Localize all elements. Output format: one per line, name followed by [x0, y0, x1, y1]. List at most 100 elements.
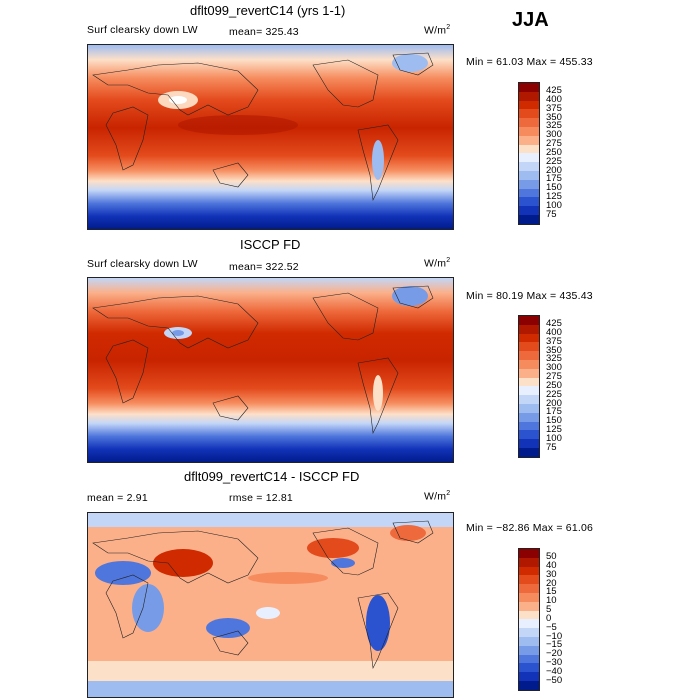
- panel-1-units: W/m2: [424, 24, 451, 37]
- panel-2-colorbar-label: 75: [546, 442, 557, 453]
- panel-2-colorbar-swatch: [519, 386, 539, 396]
- panel-1-colorbar-swatch: [519, 126, 539, 136]
- panel-1-coastlines: [92, 52, 434, 202]
- panel-3-rmse: rmse = 12.81: [229, 492, 293, 504]
- panel-1-colorbar-label: 375: [546, 103, 562, 114]
- panel-2-colorbar-swatch: [519, 333, 539, 343]
- panel-3-colorbar-swatch: [519, 645, 539, 655]
- panel-1-colorbar-label: 100: [546, 200, 562, 211]
- panel-1-colorbar-label: 75: [546, 209, 557, 220]
- panel-3-colorbar-swatch: [519, 636, 539, 646]
- panel-2-colorbar-swatch: [519, 395, 539, 404]
- panel-1-colorbar-swatch: [519, 91, 539, 101]
- panel-3-colorbar-label: −50: [546, 675, 563, 686]
- panel-1-colorbar-swatch: [519, 109, 539, 119]
- panel-3-colorbar-label: −40: [546, 666, 563, 677]
- panel-1-colorbar-swatch: [519, 188, 539, 198]
- panel-3-colorbar-swatch: [519, 549, 539, 558]
- panel-1-colorbar-label: 200: [546, 165, 562, 176]
- panel-3-colorbar-swatch: [519, 575, 539, 585]
- panel-2-colorbar-swatch: [519, 316, 539, 325]
- panel-3-colorbar-label: 15: [546, 586, 557, 597]
- panel-3-map: [87, 512, 454, 698]
- season-label: JJA: [512, 9, 549, 31]
- panel-2-map: [87, 277, 454, 463]
- panel-3-colorbar-label: −5: [546, 622, 557, 633]
- panel-3-colorbar-label: 0: [546, 613, 552, 624]
- panel-3-colorbar-swatch: [519, 610, 539, 620]
- panel-3-mean: mean = 2.91: [87, 492, 148, 504]
- panel-1-title: dflt099_revertC14 (yrs 1-1): [190, 3, 346, 18]
- panel-2-colorbar-swatch: [519, 447, 539, 457]
- panel-1-colorbar-label: 125: [546, 191, 562, 202]
- panel-1-colorbar-swatch: [519, 162, 539, 171]
- panel-1-colorbar-label: 250: [546, 147, 562, 158]
- panel-1-colorbar-label: 300: [546, 129, 562, 140]
- panel-1-variable-label: Surf clearsky down LW: [87, 24, 198, 36]
- panel-3-colorbar-label: 10: [546, 595, 557, 606]
- panel-1-map: [87, 44, 454, 230]
- panel-1-colorbar-label: 150: [546, 182, 562, 193]
- panel-2-colorbar-label: 425: [546, 318, 562, 329]
- panel-3-colorbar-swatch: [519, 672, 539, 681]
- panel-2-colorbar-label: 225: [546, 389, 562, 400]
- panel-1-colorbar-swatch: [519, 153, 539, 163]
- panel-2-colorbar-swatch: [519, 324, 539, 334]
- panel-2-colorbar-label: 250: [546, 380, 562, 391]
- panel-3-colorbar-label: 5: [546, 604, 552, 615]
- panel-2-colorbar-swatch: [519, 430, 539, 440]
- panel-1-colorbar-swatch: [519, 197, 539, 207]
- panel-2-colorbar-swatch: [519, 439, 539, 448]
- panel-1-colorbar-swatch: [519, 214, 539, 224]
- panel-3-colorbar-swatch: [519, 663, 539, 673]
- panel-3-coastlines: [92, 520, 434, 670]
- panel-2-colorbar-swatch: [519, 377, 539, 387]
- panel-2-coastlines: [92, 285, 434, 435]
- panel-2-variable-label: Surf clearsky down LW: [87, 258, 198, 270]
- panel-3-colorbar-label: −20: [546, 648, 563, 659]
- panel-2-mean: mean= 322.52: [229, 261, 299, 273]
- panel-3-colorbar-swatch: [519, 592, 539, 602]
- panel-1-colorbar-label: 400: [546, 94, 562, 105]
- panel-1-colorbar-label: 425: [546, 85, 562, 96]
- panel-2-colorbar-label: 300: [546, 362, 562, 373]
- panel-3-colorbar-swatch: [519, 584, 539, 593]
- panel-1-colorbar-swatch: [519, 100, 539, 110]
- panel-3-colorbar-label: 30: [546, 569, 557, 580]
- panel-2-colorbar-label: 375: [546, 336, 562, 347]
- panel-2-colorbar-swatch: [519, 342, 539, 352]
- panel-3-colorbar-label: −15: [546, 639, 563, 650]
- panel-2-min-max: Min = 80.19 Max = 435.43: [466, 290, 593, 302]
- panel-3-colorbar-swatch: [519, 680, 539, 690]
- panel-3-colorbar-swatch: [519, 601, 539, 611]
- panel-2-colorbar-swatch: [519, 368, 539, 378]
- panel-1-colorbar-swatch: [519, 179, 539, 189]
- panel-2-colorbar-label: 275: [546, 371, 562, 382]
- panel-3-colorbar-swatch: [519, 628, 539, 637]
- panel-3-colorbar-swatch: [519, 619, 539, 629]
- panel-1-min-max: Min = 61.03 Max = 455.33: [466, 56, 593, 68]
- panel-3-colorbar-swatch: [519, 566, 539, 576]
- panel-3-colorbar-label: 20: [546, 578, 557, 589]
- panel-1-colorbar-label: 325: [546, 120, 562, 131]
- panel-3-units: W/m2: [424, 490, 451, 503]
- panel-2-colorbar-label: 200: [546, 398, 562, 409]
- panel-3-min-max: Min = −82.86 Max = 61.06: [466, 522, 594, 534]
- panel-3-colorbar-label: 40: [546, 560, 557, 571]
- panel-2-colorbar-swatch: [519, 412, 539, 422]
- panel-1-colorbar-label: 175: [546, 173, 562, 184]
- panel-1-colorbar-swatch: [519, 206, 539, 215]
- panel-2-colorbar-label: 100: [546, 433, 562, 444]
- panel-1-colorbar: [518, 82, 540, 225]
- panel-3-colorbar-label: −30: [546, 657, 563, 668]
- panel-3-colorbar-swatch: [519, 557, 539, 567]
- panel-1-colorbar-swatch: [519, 135, 539, 145]
- panel-1-colorbar-swatch: [519, 170, 539, 180]
- panel-1-colorbar-label: 350: [546, 112, 562, 123]
- panel-1-colorbar-label: 275: [546, 138, 562, 149]
- panel-2-colorbar-label: 325: [546, 353, 562, 364]
- panel-2-colorbar-swatch: [519, 421, 539, 431]
- panel-1-mean: mean= 325.43: [229, 26, 299, 38]
- panel-2-colorbar-swatch: [519, 403, 539, 413]
- panel-1-colorbar-swatch: [519, 144, 539, 154]
